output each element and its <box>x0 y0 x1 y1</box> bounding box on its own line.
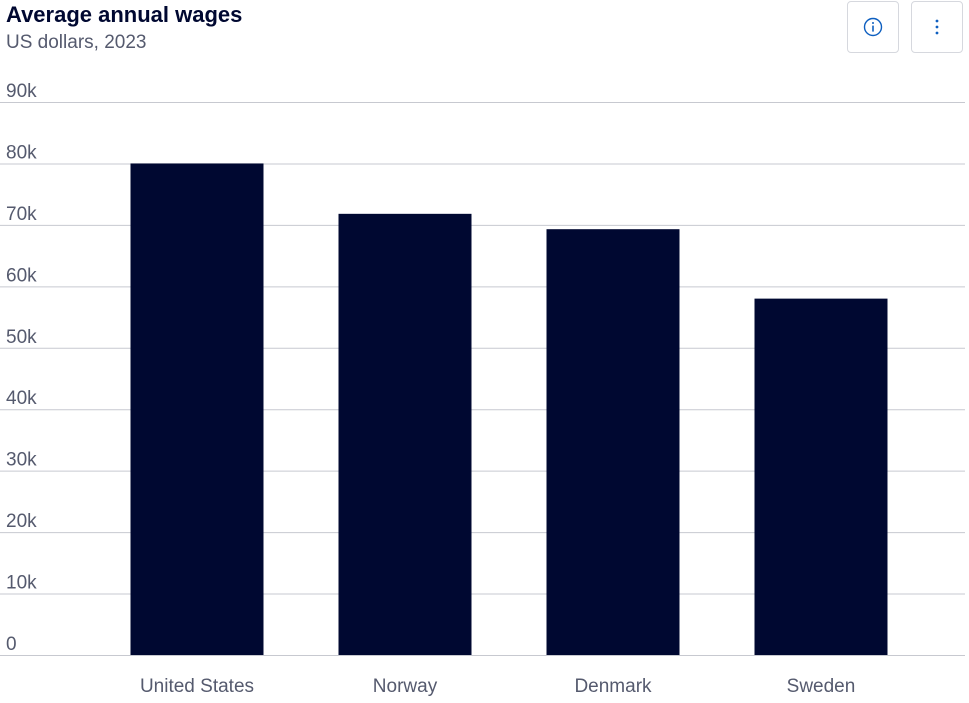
x-category-label: Norway <box>373 676 438 697</box>
bar-united-states[interactable] <box>130 163 264 655</box>
y-axis-ticks: 0 10k 20k 30k 40k 50k 60k 70k 80k 90k <box>6 81 37 655</box>
chart-subtitle: US dollars, 2023 <box>6 32 147 53</box>
y-tick-label: 90k <box>6 81 37 102</box>
x-category-label: Sweden <box>787 676 856 697</box>
more-options-button[interactable] <box>911 1 963 53</box>
x-axis-labels: United States Norway Denmark Sweden <box>140 676 855 697</box>
x-category-label: United States <box>140 676 254 697</box>
y-tick-label: 0 <box>6 634 17 655</box>
y-tick-label: 20k <box>6 511 37 532</box>
y-tick-label: 60k <box>6 265 37 286</box>
y-tick-label: 10k <box>6 573 37 594</box>
x-category-label: Denmark <box>574 676 652 697</box>
y-tick-label: 40k <box>6 388 37 409</box>
info-icon <box>863 17 883 37</box>
chart-title: Average annual wages <box>6 2 243 27</box>
bar-denmark[interactable] <box>546 229 680 655</box>
bars <box>130 163 888 655</box>
y-tick-label: 30k <box>6 450 37 471</box>
info-button[interactable] <box>847 1 899 53</box>
y-tick-label: 70k <box>6 204 37 225</box>
y-tick-label: 50k <box>6 327 37 348</box>
bar-sweden[interactable] <box>754 298 888 655</box>
more-vertical-icon <box>934 17 940 37</box>
bar-norway[interactable] <box>338 213 472 655</box>
y-tick-label: 80k <box>6 142 37 163</box>
